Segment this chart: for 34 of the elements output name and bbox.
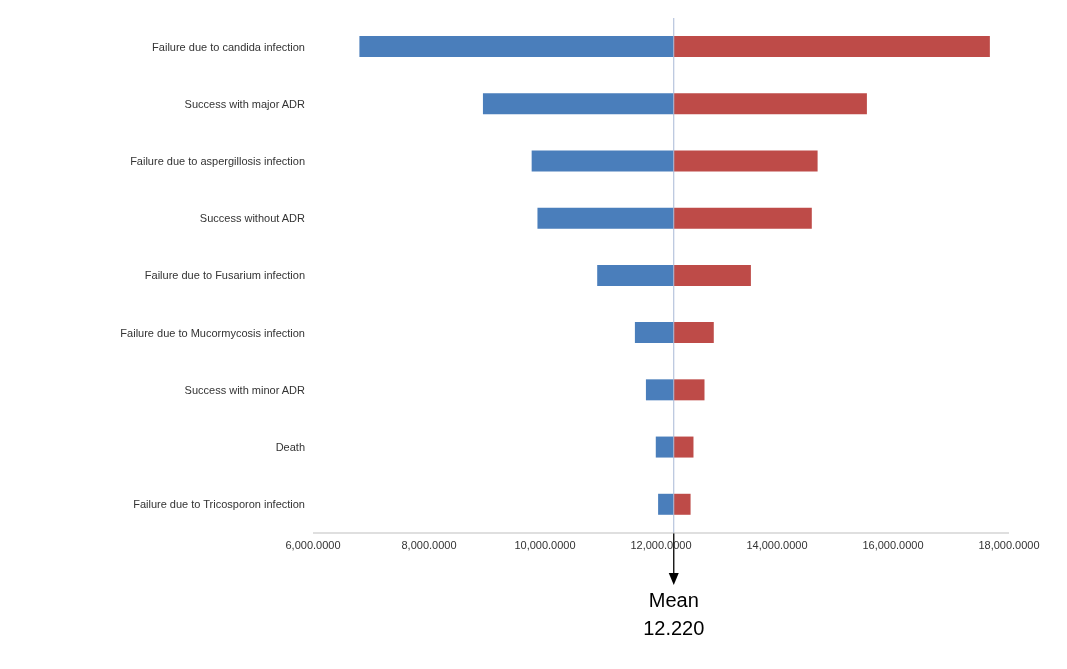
bar — [655, 436, 674, 458]
bar — [482, 93, 674, 115]
y-tick-label: Failure due to aspergillosis infection — [130, 154, 305, 167]
bar — [634, 322, 674, 344]
y-tick-label: Failure due to Tricosporon infection — [133, 498, 305, 511]
bar — [359, 36, 674, 57]
ref-line-label: Mean 12.220 — [643, 589, 705, 639]
y-tick-label: Success with minor ADR — [184, 383, 306, 396]
x-tick-label: 10,000.0000 — [514, 538, 576, 551]
bar — [645, 379, 674, 401]
bar — [673, 150, 818, 172]
y-tick-label: Success without ADR — [199, 212, 306, 225]
bar — [531, 150, 674, 172]
x-tick-label: 16,000.0000 — [862, 538, 924, 551]
y-tick-label: Success with major ADR — [184, 97, 306, 110]
bar — [658, 493, 674, 515]
bar — [673, 322, 714, 344]
y-tick-label: Failure due to Mucormycosis infection — [120, 326, 305, 339]
bar — [673, 264, 751, 286]
bar — [673, 93, 867, 115]
x-tick-label: 18,000.0000 — [978, 538, 1040, 551]
bar — [537, 207, 674, 229]
y-tick-label: Death — [275, 441, 305, 454]
bar — [597, 264, 674, 286]
bar — [673, 207, 812, 229]
y-tick-label: Failure due to candida infection — [152, 40, 305, 53]
x-tick-label: 8,000.0000 — [401, 538, 457, 551]
bar — [673, 493, 691, 515]
bar — [673, 36, 990, 57]
bar — [673, 436, 694, 458]
bar — [673, 379, 705, 401]
x-tick-label: 14,000.0000 — [746, 538, 808, 551]
x-tick-label: 6,000.0000 — [285, 538, 341, 551]
y-tick-label: Failure due to Fusarium infection — [144, 269, 305, 282]
